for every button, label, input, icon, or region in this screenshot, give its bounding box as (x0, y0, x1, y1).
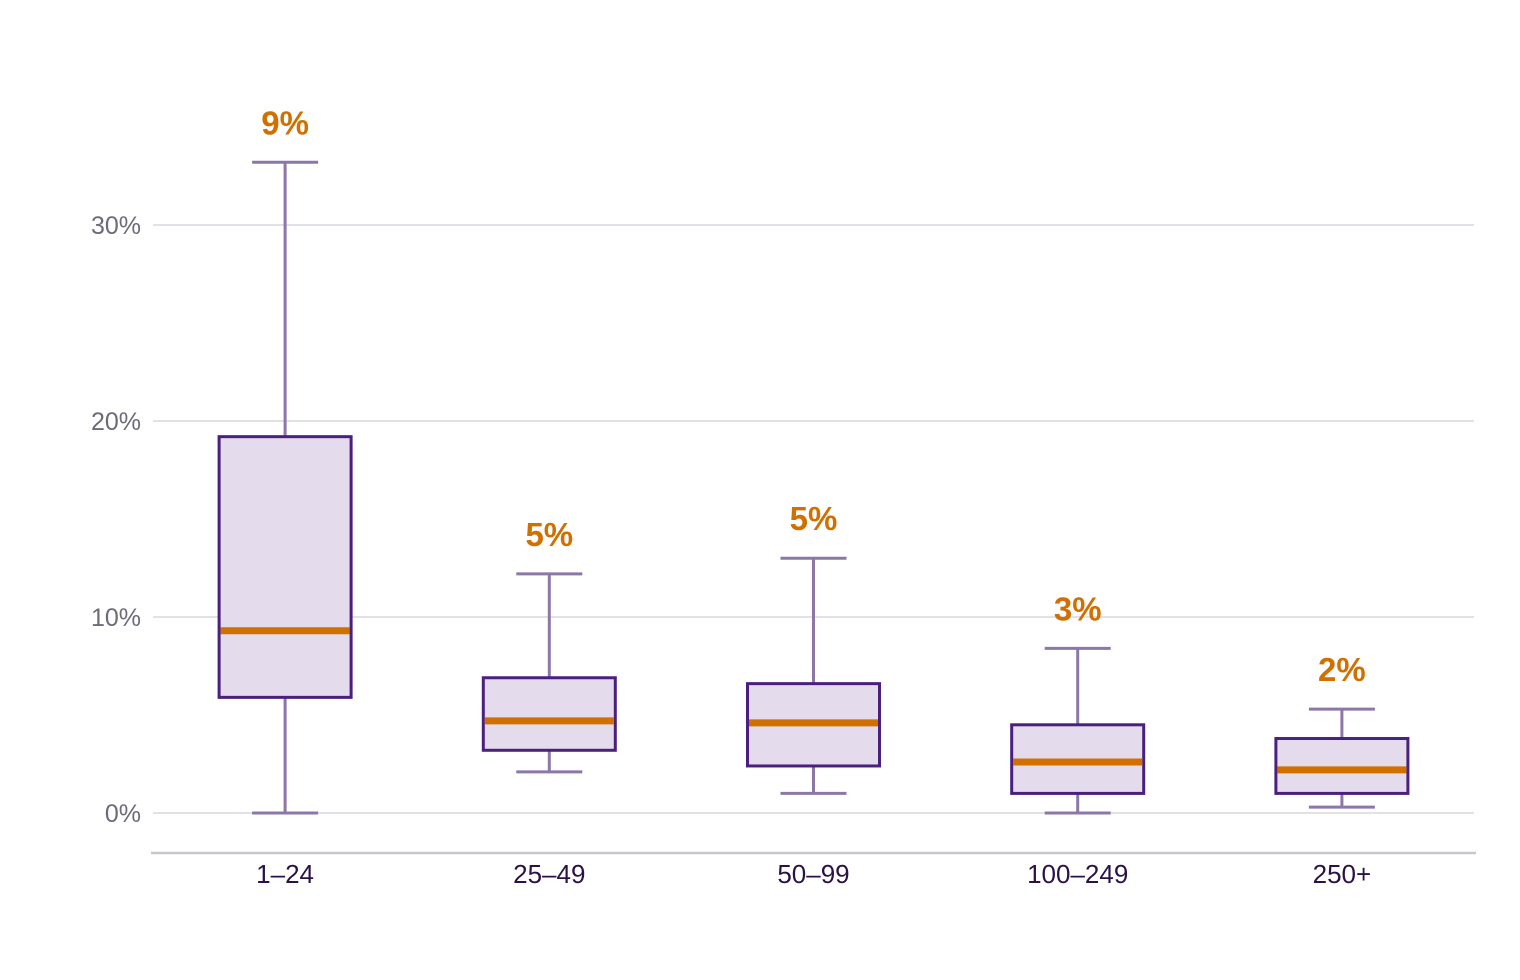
y-tick-label: 20% (91, 408, 141, 436)
box-group: 3% (1010, 590, 1146, 815)
box-group: 5% (746, 500, 881, 795)
x-tick-label: 250+ (1313, 859, 1372, 889)
box-group: 5% (481, 516, 617, 774)
iqr-box (217, 435, 353, 699)
box-group: 9% (217, 104, 353, 815)
x-tick-label: 100–249 (1027, 859, 1128, 889)
median-label: 9% (261, 104, 309, 141)
median-label: 5% (525, 516, 573, 553)
y-axis-ticks: 0% 10% 20% 30% (91, 212, 141, 828)
iqr-box (1274, 737, 1410, 795)
x-tick-label: 25–49 (513, 859, 585, 889)
y-tick-label: 30% (91, 212, 141, 240)
box-group: 2% (1274, 651, 1410, 809)
median-label: 5% (790, 500, 838, 537)
iqr-box (481, 676, 617, 752)
median-label: 2% (1318, 651, 1366, 688)
y-tick-label: 0% (105, 800, 141, 828)
median-label: 3% (1054, 590, 1102, 627)
y-tick-label: 10% (91, 604, 141, 632)
box-series: 9% 5% 5% 3% 2% (217, 104, 1410, 815)
x-tick-label: 1–24 (256, 859, 314, 889)
gridlines (153, 224, 1474, 814)
x-tick-label: 50–99 (777, 859, 849, 889)
x-axis-ticks: 1–24 25–49 50–99 100–249 250+ (256, 859, 1371, 889)
